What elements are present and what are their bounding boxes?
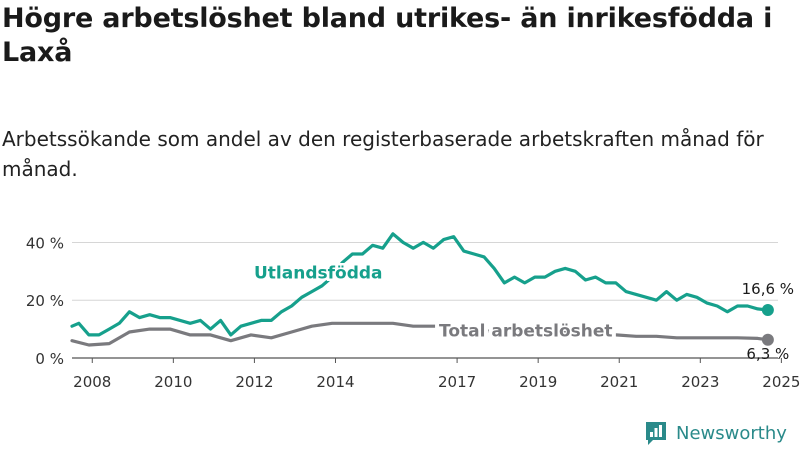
newsworthy-logo-icon [644, 420, 668, 446]
y-tick-label: 0 % [35, 350, 64, 368]
y-tick-label: 20 % [26, 292, 64, 310]
chart-title: Högre arbetslöshet bland utrikes- än inr… [2, 3, 773, 68]
x-axis-ticks: 2008 2010 2012 2014 2017 2019 2021 2023 2025 [73, 358, 800, 391]
grid-lines [72, 241, 778, 359]
y-axis-ticks: 0 % 20 % 40 % [26, 234, 64, 368]
x-tick-label: 2012 [235, 373, 273, 391]
chart-subtitle: Arbetssökande som andel av den registerb… [2, 127, 764, 181]
x-tick-label: 2008 [73, 373, 111, 391]
x-tick-label: 2023 [681, 373, 719, 391]
series-end-label: 6,3 % [746, 345, 789, 363]
x-tick-label: 2021 [600, 373, 638, 391]
x-tick-label: 2017 [438, 373, 476, 391]
x-tick-label: 2014 [316, 373, 354, 391]
series-end-label: 16,6 % [742, 280, 794, 298]
series-line-utlandsfodda [70, 232, 770, 337]
y-tick-label: 40 % [26, 234, 64, 252]
brand-name: Newsworthy [676, 422, 787, 444]
series-end-point [761, 304, 774, 317]
series-lines [70, 232, 774, 347]
series-labels: 16,6 % 6,3 % Utlandsfödda Total arbetslöshe… [252, 261, 795, 363]
series-name-utlandsfodda: Utlandsfödda [254, 264, 383, 284]
x-tick-label: 2010 [154, 373, 192, 391]
series-end-point [761, 333, 774, 346]
x-tick-label: 2025 [762, 373, 800, 391]
x-tick-label: 2019 [519, 373, 557, 391]
series-line-total [70, 321, 770, 347]
brand-logo[interactable]: Newsworthy [644, 418, 787, 448]
series-name-total: Total arbetslöshet [439, 321, 613, 341]
